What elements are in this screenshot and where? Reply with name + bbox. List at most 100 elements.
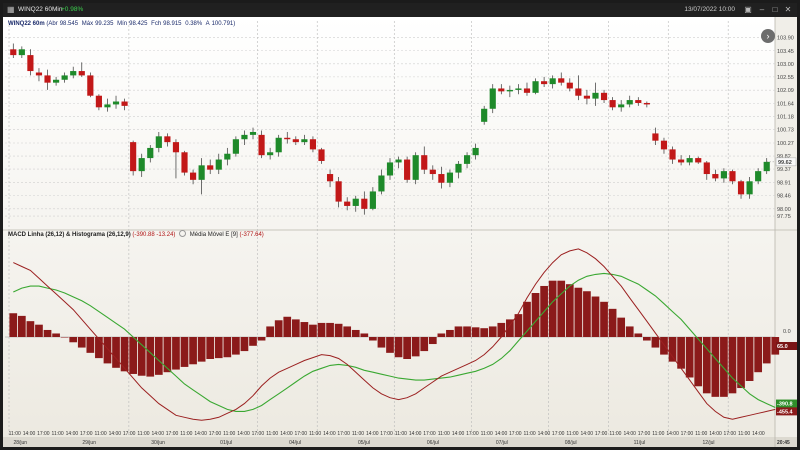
last-price-tag-bg bbox=[775, 157, 797, 167]
candle-bull bbox=[215, 159, 222, 170]
macd-histogram-bar bbox=[180, 337, 189, 367]
macd-histogram-bar bbox=[548, 280, 557, 337]
candle-bull bbox=[686, 158, 693, 163]
signal-line bbox=[13, 272, 776, 412]
time-tick-label: 17:00 bbox=[123, 431, 136, 437]
time-tick-label: 17:00 bbox=[423, 431, 436, 437]
settings-dot-icon[interactable] bbox=[179, 230, 187, 237]
candle-bull bbox=[301, 139, 308, 143]
candle-bear bbox=[344, 201, 351, 206]
grid-icon[interactable]: ▦ bbox=[7, 5, 15, 14]
time-tick-label: 14:00 bbox=[666, 431, 679, 437]
macd-histogram-bar bbox=[608, 308, 617, 337]
candle-bull bbox=[352, 198, 359, 206]
macd-histogram-bar bbox=[163, 337, 172, 373]
price-tick-label: 103.00 bbox=[777, 62, 794, 68]
time-tick-label: 17:00 bbox=[638, 431, 651, 437]
macd-histogram-bar bbox=[506, 319, 514, 337]
macd-histogram-bar bbox=[497, 322, 506, 337]
time-axis-background bbox=[3, 437, 797, 447]
time-tick-label: 14:00 bbox=[538, 431, 551, 437]
macd-histogram-bar bbox=[617, 317, 626, 337]
price-tick-label: 100.27 bbox=[777, 141, 794, 147]
time-tick-label: 17:00 bbox=[209, 431, 222, 437]
time-tick-label: 14:00 bbox=[452, 431, 465, 437]
time-tick-label: 14:00 bbox=[66, 431, 79, 437]
ohlc-high: 99.235 bbox=[95, 21, 114, 27]
candle-bull bbox=[18, 49, 25, 56]
time-tick-label: 14:00 bbox=[323, 431, 336, 437]
candle-bull bbox=[249, 131, 257, 135]
window-titlebar: ▦ WINQ22 60Min +0.98% 13/07/2022 10:00 ▣… bbox=[3, 3, 797, 17]
macd-histogram-bar bbox=[454, 326, 463, 337]
macd-histogram-bar bbox=[283, 316, 292, 337]
price-tick-label: 101.64 bbox=[777, 101, 794, 107]
macd-histogram-bar bbox=[762, 337, 771, 364]
candle-bear bbox=[181, 152, 188, 173]
price-tick-label: 103.45 bbox=[777, 49, 794, 55]
close-icon[interactable]: ✕ bbox=[784, 5, 792, 14]
time-tick-label: 17:00 bbox=[724, 431, 737, 437]
macd-histogram-bar bbox=[574, 287, 583, 337]
date-tick-label: 06/jul bbox=[427, 440, 439, 446]
macd-histogram-bar bbox=[514, 314, 523, 337]
minimize-icon[interactable]: – bbox=[759, 5, 765, 14]
candle-bear bbox=[678, 159, 685, 163]
indicator-value-tag-bg bbox=[776, 342, 797, 350]
time-tick-label: 14:00 bbox=[581, 431, 594, 437]
macd-histogram-bar bbox=[377, 337, 386, 348]
date-tick-label: 29/jun bbox=[82, 440, 96, 446]
macd-histogram-bar bbox=[771, 337, 780, 355]
macd-histogram-bar bbox=[69, 337, 78, 343]
candle-bear bbox=[121, 101, 128, 106]
candle-bull bbox=[463, 155, 471, 164]
macd-histogram-bar bbox=[745, 337, 754, 381]
macd-histogram-bar bbox=[694, 337, 703, 387]
candle-bear bbox=[78, 71, 85, 76]
candle-bear bbox=[404, 159, 411, 180]
indicator-value-tag-bg bbox=[776, 407, 797, 416]
macd-histogram-bar bbox=[120, 337, 129, 372]
time-tick-label: 14:00 bbox=[366, 431, 379, 437]
time-tick-label: 11:00 bbox=[223, 431, 235, 437]
candle-bear bbox=[172, 142, 180, 153]
candle-bear bbox=[635, 100, 642, 103]
candle-bear bbox=[609, 100, 616, 108]
time-tick-label: 11:00 bbox=[481, 431, 493, 437]
date-tick-label: 30/jun bbox=[151, 440, 165, 446]
macd-histogram-bar bbox=[326, 322, 334, 337]
candle-bear bbox=[737, 181, 745, 195]
maximize-icon[interactable]: □ bbox=[772, 5, 778, 14]
time-tick-label: 14:00 bbox=[709, 431, 722, 437]
macd-histogram-bar bbox=[480, 328, 489, 337]
date-tick-label: 05/jul bbox=[358, 440, 370, 446]
candle-bear bbox=[95, 95, 102, 108]
time-tick-label: 17:00 bbox=[380, 431, 393, 437]
time-tick-label: 11:00 bbox=[309, 431, 321, 437]
macd-label: MACD Linha (26,12) & Histograma (26,12,9… bbox=[8, 232, 131, 238]
candle-bear bbox=[652, 133, 659, 141]
chart-canvas[interactable]: 103.90 103.45 103.00 102.55 102.09 101.64 101.… bbox=[3, 17, 797, 447]
last-price-tag: 99.62 bbox=[778, 160, 792, 166]
time-tick-label: 11:00 bbox=[738, 431, 750, 437]
price-tick-label: 99.37 bbox=[777, 167, 791, 173]
macd-histogram-bar bbox=[403, 337, 411, 359]
candle-bear bbox=[309, 139, 317, 150]
candle-bear bbox=[729, 171, 736, 182]
candle-bull bbox=[395, 159, 402, 163]
macd-histogram-bar bbox=[668, 337, 677, 362]
price-tick-label: 98.00 bbox=[777, 207, 791, 213]
price-tick-label: 102.09 bbox=[777, 88, 794, 94]
scroll-right-button[interactable]: › bbox=[761, 29, 775, 43]
macd-histogram-bar bbox=[291, 319, 300, 337]
candle-bull bbox=[147, 147, 154, 159]
time-tick-label: 17:00 bbox=[252, 431, 265, 437]
candle-bull bbox=[232, 139, 239, 154]
image-icon[interactable]: ▣ bbox=[744, 5, 752, 14]
time-tick-label: 14:00 bbox=[109, 431, 122, 437]
macd-histogram-bar bbox=[643, 337, 651, 341]
macd-histogram-bar bbox=[360, 333, 369, 337]
macd-histogram-bar bbox=[317, 322, 326, 337]
macd-histogram-bar bbox=[172, 337, 180, 370]
macd-histogram-bar bbox=[17, 315, 26, 337]
